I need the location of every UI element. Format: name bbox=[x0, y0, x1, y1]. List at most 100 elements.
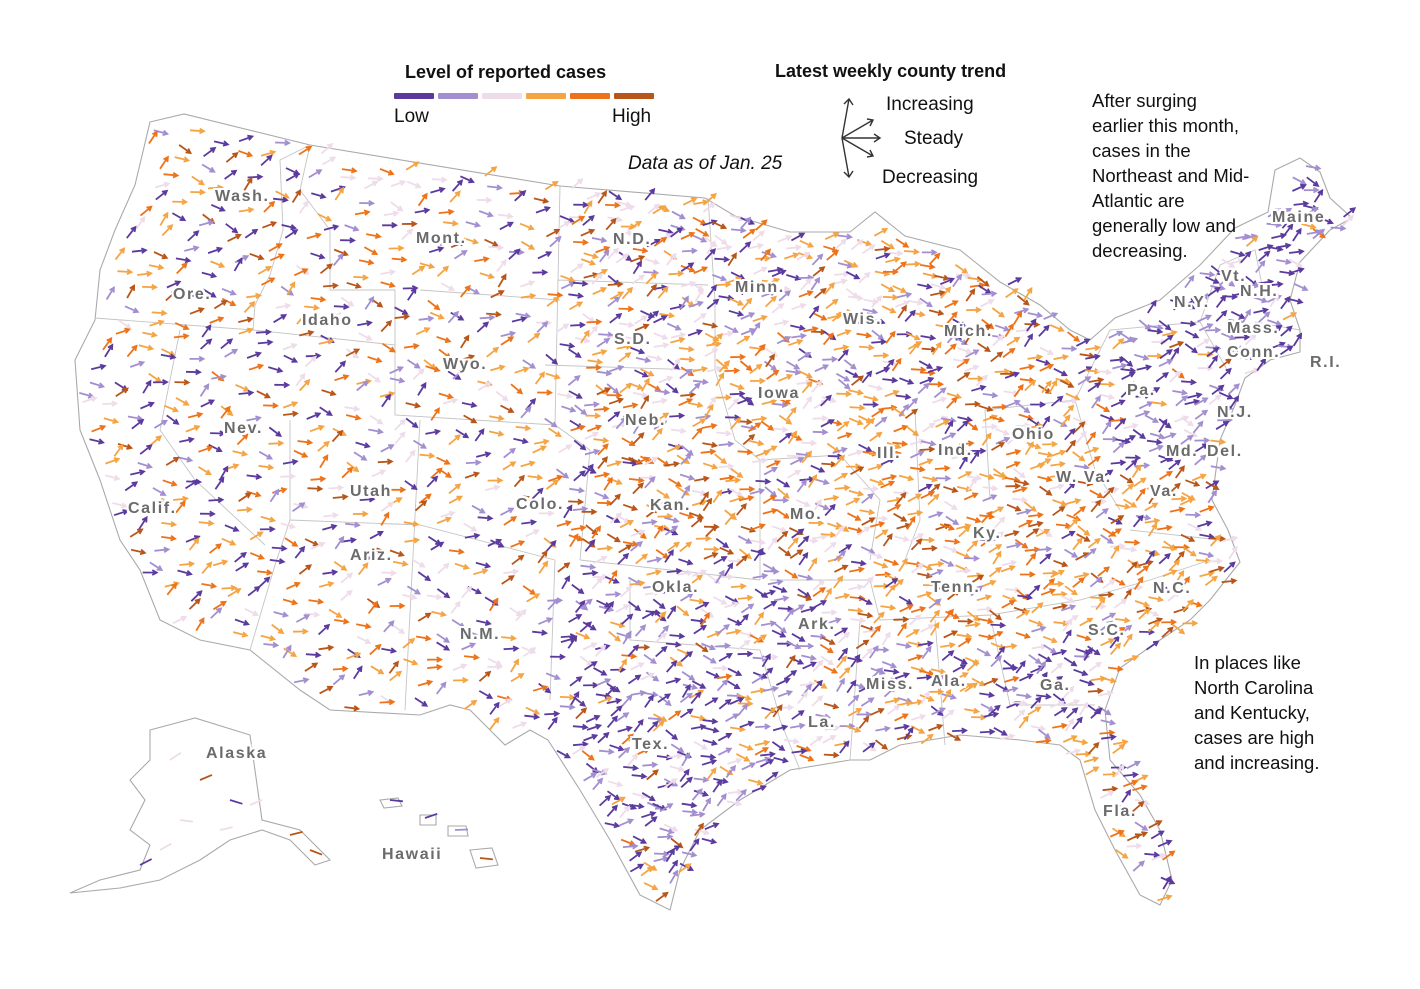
county-arrow bbox=[380, 319, 393, 333]
county-arrow bbox=[428, 246, 445, 254]
county-arrow bbox=[555, 323, 570, 334]
county-arrow bbox=[310, 475, 327, 483]
county-arrow bbox=[898, 557, 908, 572]
county-arrow bbox=[981, 423, 998, 430]
county-arrow bbox=[220, 338, 234, 350]
county-arrow bbox=[736, 335, 751, 345]
county-arrow bbox=[797, 351, 812, 362]
county-arrow bbox=[1253, 307, 1270, 314]
county-arrow bbox=[569, 676, 583, 687]
county-arrow bbox=[847, 526, 864, 534]
county-arrow bbox=[837, 262, 854, 269]
county-arrow bbox=[280, 473, 297, 480]
county-arrow bbox=[952, 727, 968, 734]
county-arrow bbox=[820, 419, 835, 428]
county-arrow bbox=[268, 243, 283, 252]
county-arrow bbox=[454, 249, 468, 260]
county-arrow bbox=[823, 665, 839, 674]
county-arrow bbox=[823, 282, 835, 295]
county-arrow bbox=[1004, 530, 1020, 537]
county-arrow bbox=[858, 271, 871, 284]
county-arrow bbox=[903, 726, 914, 741]
county-arrow bbox=[1052, 603, 1069, 610]
county-arrow bbox=[653, 586, 669, 594]
county-arrow bbox=[465, 221, 482, 228]
county-arrow bbox=[582, 312, 596, 324]
county-arrow bbox=[702, 322, 719, 329]
county-arrow bbox=[652, 743, 669, 751]
county-arrow bbox=[725, 713, 740, 723]
state-label-mn: Minn. bbox=[735, 279, 785, 296]
county-arrow bbox=[334, 360, 347, 373]
county-arrow bbox=[607, 332, 623, 339]
county-arrow bbox=[667, 582, 682, 593]
county-arrow bbox=[670, 336, 686, 344]
county-arrow bbox=[1184, 398, 1201, 406]
county-arrow bbox=[597, 443, 609, 456]
county-arrow bbox=[1048, 580, 1065, 588]
county-arrow bbox=[737, 703, 749, 717]
county-arrow bbox=[983, 677, 999, 686]
county-arrow bbox=[1075, 648, 1091, 656]
county-arrow bbox=[201, 324, 212, 338]
county-arrow bbox=[1055, 522, 1072, 529]
county-arrow bbox=[244, 607, 260, 617]
county-arrow bbox=[355, 441, 371, 449]
county-arrow bbox=[213, 600, 228, 611]
county-arrow bbox=[1132, 800, 1145, 813]
county-arrow bbox=[1059, 379, 1075, 388]
county-arrow bbox=[532, 684, 549, 692]
county-arrow bbox=[1101, 612, 1117, 621]
county-arrow bbox=[305, 651, 322, 659]
county-arrow bbox=[786, 641, 802, 650]
annotation-line: In places like bbox=[1194, 652, 1301, 673]
county-arrow bbox=[249, 552, 265, 560]
county-arrow bbox=[931, 396, 948, 404]
county-arrow bbox=[1150, 830, 1165, 840]
county-arrow bbox=[1148, 444, 1164, 453]
county-arrow bbox=[285, 173, 301, 182]
county-arrow bbox=[855, 639, 870, 650]
state-label-nh: N.H. bbox=[1240, 283, 1279, 300]
county-arrow bbox=[260, 634, 277, 642]
county-arrow bbox=[179, 436, 195, 443]
county-arrow bbox=[124, 481, 139, 492]
county-arrow bbox=[679, 541, 693, 553]
county-arrow bbox=[584, 401, 600, 408]
county-arrow bbox=[1077, 480, 1094, 487]
county-arrow bbox=[850, 653, 861, 668]
county-arrow bbox=[174, 156, 191, 163]
county-arrow bbox=[724, 601, 740, 609]
county-arrow bbox=[741, 762, 757, 771]
county-arrow bbox=[382, 222, 398, 229]
county-arrow bbox=[1087, 538, 1101, 549]
county-arrow bbox=[681, 752, 691, 767]
county-arrow bbox=[1061, 530, 1076, 540]
county-arrow bbox=[981, 579, 997, 588]
county-arrow bbox=[1002, 347, 1016, 359]
county-arrow bbox=[1111, 627, 1126, 636]
county-arrow bbox=[1065, 498, 1082, 505]
county-arrow bbox=[1230, 250, 1246, 258]
county-arrow bbox=[1050, 700, 1066, 709]
annotation-line: After surging bbox=[1092, 90, 1197, 111]
state-label-nj: N.J. bbox=[1217, 404, 1253, 421]
county-arrow bbox=[1210, 534, 1222, 547]
county-arrow bbox=[740, 216, 752, 230]
county-arrow bbox=[274, 381, 291, 389]
state-label-vt: Vt. bbox=[1221, 268, 1247, 285]
county-arrow bbox=[931, 341, 942, 356]
county-arrow bbox=[1194, 437, 1211, 444]
county-arrow bbox=[836, 329, 852, 337]
county-arrow bbox=[730, 583, 747, 590]
county-arrow bbox=[79, 392, 95, 399]
county-arrow bbox=[752, 457, 768, 464]
county-arrow bbox=[449, 190, 461, 203]
county-arrow bbox=[1030, 725, 1047, 732]
county-arrow bbox=[906, 425, 920, 437]
county-arrow bbox=[1121, 789, 1132, 803]
county-arrow bbox=[680, 264, 696, 273]
county-arrow bbox=[580, 258, 597, 266]
county-arrow bbox=[681, 247, 698, 254]
county-arrow bbox=[292, 628, 309, 635]
